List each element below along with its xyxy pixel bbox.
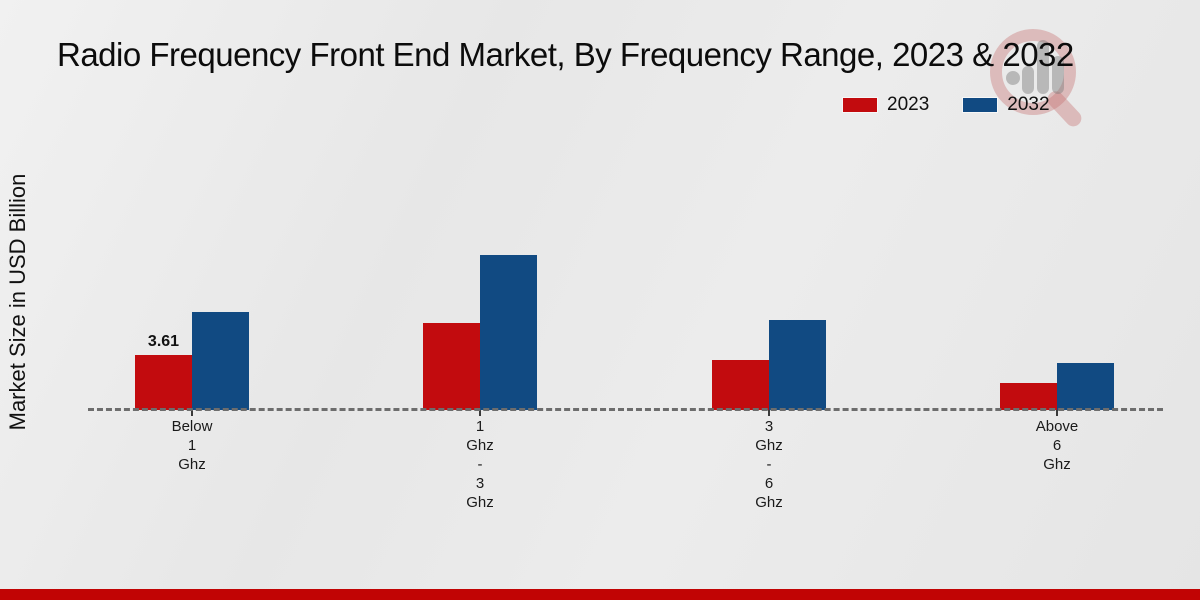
chart-title: Radio Frequency Front End Market, By Fre…: [57, 36, 1074, 73]
legend-item-2032: 2032: [963, 94, 1050, 116]
x-tick-label-3-ghz-6-ghz: 3 Ghz - 6 Ghz: [755, 418, 783, 511]
x-tick-label-below-1-ghz: Below 1 Ghz: [171, 418, 213, 473]
bar-2032-below-1-ghz: [192, 312, 249, 410]
legend-item-2023: 2023: [843, 94, 929, 116]
legend-label-2023: 2023: [887, 94, 930, 115]
footer-accent-bar: [0, 589, 1200, 600]
bar-2023-3-ghz-6-ghz: [712, 360, 769, 410]
x-tick-label-above-6-ghz: Above 6 Ghz: [1035, 418, 1079, 473]
x-axis-baseline: [88, 408, 1163, 411]
x-axis-tick-1-ghz-3-ghz: [479, 410, 481, 416]
bar-2032-1-ghz-3-ghz: [480, 255, 537, 410]
legend-swatch-2032-icon: [963, 98, 998, 112]
legend-label-2032: 2032: [1007, 94, 1050, 115]
x-axis-tick-below-1-ghz: [191, 410, 193, 416]
bar-2023-above-6-ghz: [1000, 383, 1057, 410]
bar-2032-3-ghz-6-ghz: [769, 320, 826, 410]
x-tick-label-1-ghz-3-ghz: 1 Ghz - 3 Ghz: [466, 418, 494, 511]
bar-2023-1-ghz-3-ghz: [423, 323, 480, 410]
legend-swatch-2023-icon: [843, 98, 877, 112]
bar-2023-below-1-ghz: [135, 355, 192, 410]
bar-2032-above-6-ghz: [1057, 363, 1114, 410]
bar-value-label-2023: 3.61: [147, 333, 180, 350]
legend: 2023 2032: [843, 94, 1050, 116]
mrfr-watermark-logo: [990, 29, 1082, 127]
x-axis-tick-above-6-ghz: [1056, 410, 1058, 416]
x-axis-tick-3-ghz-6-ghz: [768, 410, 770, 416]
